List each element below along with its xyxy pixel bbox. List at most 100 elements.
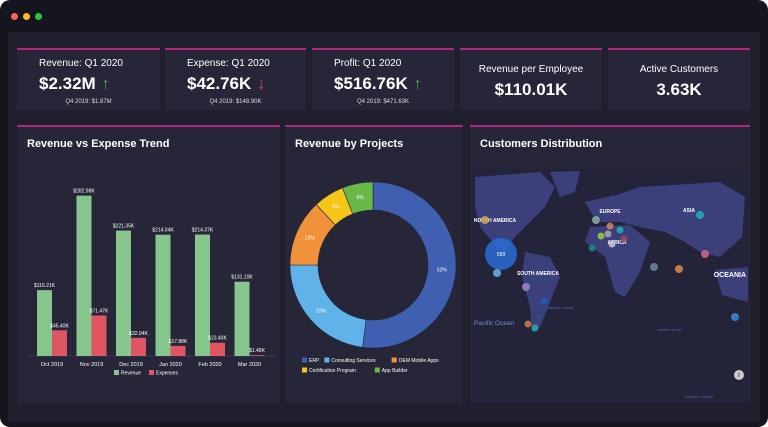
x-tick-label: Mar 2020 xyxy=(238,362,261,368)
data-label: $214.04K xyxy=(152,228,174,234)
ocean-label: Indian Ocean xyxy=(658,327,683,332)
arrow-down-icon: ↓ xyxy=(257,76,266,93)
customers-panel: Customers Distribution NORTH AMERICA EUR… xyxy=(470,125,750,403)
bar-expenses[interactable] xyxy=(249,355,265,356)
legend-label[interactable]: Consulting Services xyxy=(331,358,376,364)
region-label: ASIA xyxy=(683,208,695,214)
bar-revenue[interactable] xyxy=(155,234,171,356)
x-tick-label: Jan 2020 xyxy=(159,362,182,368)
kpi-title: Expense: Q1 2020 xyxy=(187,58,270,69)
customer-bubble[interactable] xyxy=(701,250,709,258)
legend-label[interactable]: Expenses xyxy=(156,371,178,377)
bar-expenses[interactable] xyxy=(210,342,225,356)
customer-bubble[interactable] xyxy=(620,235,628,243)
customer-bubble[interactable] xyxy=(597,232,605,240)
customer-bubble[interactable] xyxy=(731,313,739,321)
customer-bubble[interactable] xyxy=(616,226,624,234)
customer-bubble[interactable] xyxy=(592,216,600,224)
kpi-active-customers: Active Customers 3.63K xyxy=(608,48,750,110)
legend-label[interactable]: Certification Program xyxy=(309,368,356,374)
slice-label: 52% xyxy=(437,267,448,273)
data-label: $17.88K xyxy=(169,339,188,345)
donut-slice[interactable] xyxy=(289,264,367,348)
customer-bubble[interactable] xyxy=(493,269,501,277)
customer-bubble[interactable] xyxy=(696,211,704,219)
data-label: $32.04K xyxy=(129,331,148,337)
kpi-value: $110.01K xyxy=(494,80,568,99)
data-label: $1.48K xyxy=(249,348,266,354)
data-label: $23.40K xyxy=(208,336,227,342)
legend-label[interactable]: Revenue xyxy=(121,371,141,377)
data-label: $221.35K xyxy=(113,224,135,230)
region-label: EUROPE xyxy=(599,209,621,215)
donut-slice[interactable] xyxy=(362,181,457,349)
customer-bubble[interactable] xyxy=(588,244,596,252)
projects-panel: Revenue by Projects 52% 23% 13% 6% 6% ERP Cons… xyxy=(285,125,463,403)
bar-expenses[interactable] xyxy=(52,330,67,356)
data-label: $131.10K xyxy=(231,275,253,281)
legend-swatch[interactable] xyxy=(324,357,330,363)
bar-chart: $116.21K $45.40K Oct 2019 $282.98K $71.47K No… xyxy=(29,189,275,377)
customer-bubble[interactable] xyxy=(650,263,658,271)
region-label: AFRICA xyxy=(608,240,627,246)
region-label: NORTH AMERICA xyxy=(474,218,517,224)
close-window-button[interactable] xyxy=(11,13,18,20)
kpi-value: $42.76K xyxy=(187,74,252,93)
legend-label[interactable]: OEM Mobile Apps xyxy=(399,358,440,364)
kpi-title: Revenue per Employee xyxy=(478,64,584,75)
customer-bubble[interactable] xyxy=(604,230,612,238)
arrow-up-icon: ↑ xyxy=(101,76,110,93)
ocean-label: Pacific Ocean xyxy=(474,320,514,327)
customer-bubble[interactable] xyxy=(540,297,548,305)
kpi-expense: Expense: Q1 2020 $42.76K ↓ Q4 2019: $148.… xyxy=(165,48,306,110)
legend-swatch[interactable] xyxy=(391,357,397,363)
ocean-label: Atlantic Ocean xyxy=(546,305,574,310)
customer-bubble[interactable] xyxy=(606,222,614,230)
customer-bubble[interactable] xyxy=(531,324,539,332)
bar-revenue[interactable] xyxy=(234,281,250,356)
bar-expenses[interactable] xyxy=(131,337,146,356)
panel-title: Revenue by Projects xyxy=(295,138,404,150)
legend-label[interactable]: App Builder xyxy=(382,368,408,374)
legend-swatch[interactable] xyxy=(114,370,119,375)
arrow-up-icon: ↑ xyxy=(413,76,422,93)
bar-revenue[interactable] xyxy=(76,195,92,356)
svg-text:i: i xyxy=(738,373,740,379)
slice-label: 6% xyxy=(332,205,340,211)
legend-swatch[interactable] xyxy=(302,367,307,373)
kpi-title: Revenue: Q1 2020 xyxy=(39,58,123,69)
kpi-sub: Q4 2019: $148.90K xyxy=(209,99,262,105)
panel-title: Revenue vs Expense Trend xyxy=(27,138,170,150)
customer-bubble[interactable] xyxy=(675,265,683,273)
maximize-window-button[interactable] xyxy=(35,13,42,20)
customer-bubble[interactable] xyxy=(522,283,530,291)
data-label: $282.98K xyxy=(73,189,95,195)
customer-bubble[interactable] xyxy=(524,320,532,328)
data-label: $116.21K xyxy=(34,283,56,289)
region-label: SOUTH AMERICA xyxy=(517,271,559,277)
customer-bubble[interactable] xyxy=(481,216,489,224)
bar-revenue[interactable] xyxy=(37,290,52,356)
kpi-revenue: Revenue: Q1 2020 $2.32M ↑ Q4 2019: $1.87M xyxy=(17,48,160,110)
customer-bubble[interactable] xyxy=(608,240,616,248)
legend-label[interactable]: ERP xyxy=(309,358,320,364)
info-icon[interactable] xyxy=(734,370,744,380)
donut-chart: 52% 23% 13% 6% 6% ERP Consulting Services OEM M… xyxy=(289,181,457,374)
data-label: $45.40K xyxy=(50,323,69,329)
legend-swatch[interactable] xyxy=(149,370,154,375)
legend-swatch[interactable] xyxy=(302,357,307,363)
bar-expenses[interactable] xyxy=(170,345,186,356)
bar-expenses[interactable] xyxy=(91,315,107,356)
legend-swatch[interactable] xyxy=(374,367,380,373)
kpi-title: Profit: Q1 2020 xyxy=(334,58,402,69)
kpi-value: $516.76K xyxy=(334,74,408,93)
slice-label: 13% xyxy=(305,236,316,242)
world-map[interactable]: NORTH AMERICA EUROPE ASIA AFRICA SOUTH A… xyxy=(470,127,750,405)
customer-bubble[interactable] xyxy=(485,238,517,270)
donut-slice[interactable] xyxy=(342,181,374,215)
slice-label: 23% xyxy=(316,309,327,315)
bar-revenue[interactable] xyxy=(116,230,131,356)
bar-revenue[interactable] xyxy=(195,234,210,356)
minimize-window-button[interactable] xyxy=(23,13,30,20)
